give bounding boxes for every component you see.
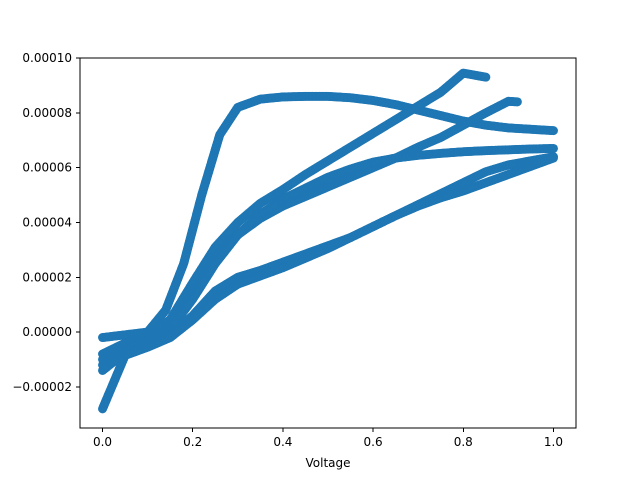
y-tick-label: 0.00000 bbox=[22, 325, 72, 339]
scatter-series-4 bbox=[98, 143, 558, 370]
x-tick-label: 0.8 bbox=[454, 435, 473, 449]
y-tick-label: 0.00010 bbox=[22, 51, 72, 65]
scatter-series-2 bbox=[98, 68, 491, 359]
y-axis-ticks: −0.00002 0.00000 0.00002 0.00004 0.00006 0.00… bbox=[12, 51, 80, 394]
scatter-point bbox=[481, 72, 491, 82]
y-tick-label: −0.00002 bbox=[12, 380, 72, 394]
scatter-point bbox=[548, 143, 558, 153]
x-tick-label: 1.0 bbox=[544, 435, 563, 449]
y-tick-label: 0.00004 bbox=[22, 215, 72, 229]
scatter-series-1 bbox=[98, 91, 558, 343]
x-tick-label: 0.0 bbox=[93, 435, 112, 449]
x-tick-label: 0.6 bbox=[364, 435, 383, 449]
x-tick-label: 0.2 bbox=[183, 435, 202, 449]
y-tick-label: 0.00002 bbox=[22, 270, 72, 284]
y-tick-label: 0.00006 bbox=[22, 161, 72, 175]
x-axis-label: Voltage bbox=[305, 456, 350, 470]
x-axis-ticks: 0.0 0.2 0.4 0.6 0.8 1.0 bbox=[93, 428, 563, 449]
y-tick-label: 0.00008 bbox=[22, 106, 72, 120]
scatter-point bbox=[512, 97, 522, 107]
plot-area bbox=[98, 68, 558, 414]
scatter-point bbox=[548, 153, 558, 163]
scatter-series-6 bbox=[98, 153, 558, 414]
scatter-point bbox=[548, 126, 558, 136]
axes-frame bbox=[79, 57, 577, 429]
x-tick-label: 0.4 bbox=[273, 435, 292, 449]
